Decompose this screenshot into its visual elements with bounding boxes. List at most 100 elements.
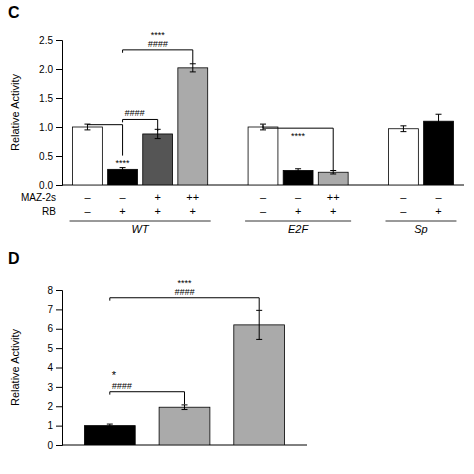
y-tick-mark [56, 98, 62, 99]
panel-title: D [8, 250, 20, 267]
error-bar [295, 169, 301, 172]
row-label: RB [42, 206, 56, 217]
significance-bracket [263, 125, 333, 170]
chart: C0.00.51.01.52.02.5Relative ActivityMAZ-… [0, 0, 474, 474]
group-underline [245, 221, 351, 222]
annotation: **** [116, 158, 131, 168]
panel-d: D012345678Relative Activity####*####**** [8, 250, 307, 451]
annotation: * [112, 369, 117, 381]
error-bar-line [184, 405, 185, 410]
error-bar-cap [400, 131, 406, 132]
panel-c: C0.00.51.01.52.02.5Relative ActivityMAZ-… [8, 4, 464, 235]
y-tick-mark [56, 406, 62, 407]
error-bar-cap [260, 129, 266, 130]
error-bar-line [298, 169, 299, 172]
error-bar-line [403, 126, 404, 132]
error-bar-cap [295, 172, 301, 173]
y-tick-label: 8 [47, 285, 53, 296]
y-tick-mark [56, 290, 62, 291]
bar [84, 426, 135, 445]
error-bar-cap [182, 404, 188, 405]
y-tick: 3 [47, 382, 62, 393]
maz2s-label: – [84, 191, 91, 203]
bar [159, 407, 210, 445]
error-bar-cap [120, 171, 126, 172]
y-tick: 8 [47, 285, 62, 296]
annotations: ####*####**** [110, 278, 259, 405]
maz2s-label: + [154, 191, 160, 203]
y-tick-label: 4 [47, 362, 53, 373]
y-tick-mark [56, 445, 62, 446]
bar [178, 68, 208, 185]
row-label: MAZ-2s [21, 192, 56, 203]
error-bar-cap [256, 339, 262, 340]
y-tick: 4 [47, 362, 62, 373]
error-bar-line [122, 168, 123, 171]
error-bar-cap [182, 409, 188, 410]
y-tick-mark [56, 309, 62, 310]
error-bar-line [438, 114, 439, 128]
error-bar-cap [330, 173, 336, 174]
y-tick: 2 [47, 401, 62, 412]
y-axis: 0.00.51.01.52.02.5 [39, 35, 62, 191]
annotation: #### [174, 287, 195, 297]
y-tick-mark [56, 156, 62, 157]
group-label: Sp [414, 223, 427, 235]
significance-bracket [87, 125, 122, 156]
maz2s-label: – [120, 191, 127, 203]
y-tick-label: 0.0 [39, 180, 53, 191]
error-bar-line [259, 310, 260, 339]
bar [143, 134, 173, 185]
error-bar-cap [400, 125, 406, 126]
y-tick-mark [56, 40, 62, 41]
error-bar [400, 126, 406, 132]
maz2s-label: ++ [186, 191, 199, 203]
error-bar-cap [256, 310, 262, 311]
rb-label: + [190, 205, 196, 217]
error-bar [182, 405, 188, 410]
y-tick-label: 2.5 [39, 35, 53, 46]
bar [389, 129, 419, 185]
bars [84, 310, 284, 445]
y-tick: 1.0 [39, 122, 62, 133]
significance-bracket [110, 392, 185, 405]
significance-bracket [123, 119, 158, 131]
maz2s-label: ++ [327, 191, 340, 203]
bar [283, 171, 313, 186]
maz2s-label: – [260, 191, 267, 203]
error-bar-line [333, 171, 334, 174]
y-axis-title: Relative Activity [9, 73, 21, 151]
y-tick-mark [56, 185, 62, 186]
maz2s-label: – [435, 191, 442, 203]
y-tick-label: 3 [47, 382, 53, 393]
group-underline [386, 221, 457, 222]
maz2s-label: – [295, 191, 302, 203]
error-bar [330, 171, 336, 174]
y-axis-line [56, 291, 63, 446]
error-bar [107, 424, 113, 427]
error-bar [190, 64, 196, 72]
y-tick: 5 [47, 343, 62, 354]
bar [73, 127, 103, 185]
annotation: **** [151, 30, 166, 40]
maz2s-label: – [400, 191, 407, 203]
error-bar-line [192, 64, 193, 72]
y-tick-mark [56, 387, 62, 388]
y-tick-mark [56, 127, 62, 128]
bar [234, 325, 285, 445]
error-bar-cap [295, 168, 301, 169]
bars [73, 64, 454, 185]
rb-label: – [84, 205, 91, 217]
y-tick: 0.0 [39, 180, 62, 191]
group-underline [70, 221, 211, 222]
annotation: **** [291, 131, 306, 141]
y-tick-label: 0.5 [39, 151, 53, 162]
y-tick-label: 7 [47, 304, 53, 315]
y-tick-label: 2.0 [39, 64, 53, 75]
annotation: **** [177, 278, 192, 288]
error-bar [256, 310, 262, 339]
y-tick-mark [56, 368, 62, 369]
y-tick-label: 5 [47, 343, 53, 354]
significance-bracket [110, 298, 259, 310]
y-tick: 2.0 [39, 64, 62, 75]
